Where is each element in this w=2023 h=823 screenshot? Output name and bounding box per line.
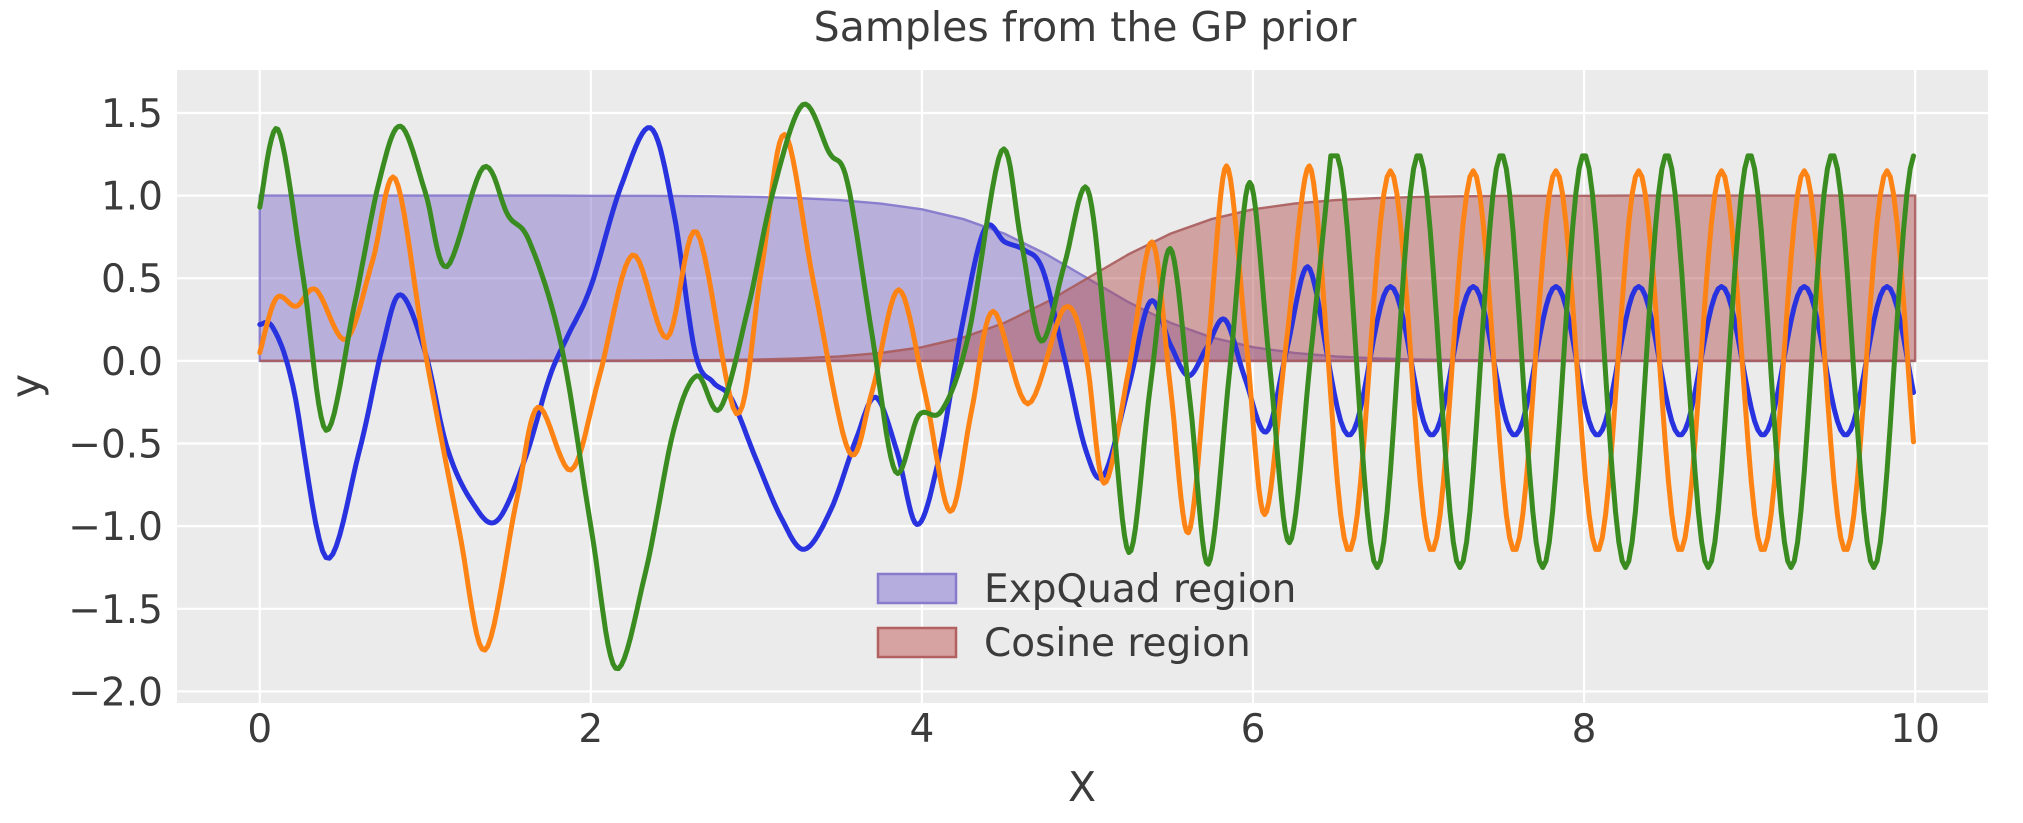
- legend: ExpQuad region Cosine region: [876, 567, 1296, 666]
- y-axis-label: y: [2, 374, 50, 398]
- x-tick-label: 10: [1890, 707, 1940, 752]
- sample-curve-orange: [257, 132, 1916, 653]
- cosine-region-area: [259, 194, 1917, 363]
- cosine-swatch: [876, 626, 958, 659]
- sample-curve-green: [257, 101, 1916, 672]
- legend-item-expquad: ExpQuad region: [876, 567, 1296, 612]
- x-tick-label: 6: [1241, 707, 1266, 752]
- gp-sample-curves: [257, 101, 1916, 672]
- y-tick-label: 1.5: [101, 92, 163, 137]
- y-tick-label: 0.5: [101, 257, 163, 302]
- x-axis-label: X: [1068, 763, 1096, 811]
- chart-title: Samples from the GP prior: [814, 3, 1357, 51]
- legend-label-expquad: ExpQuad region: [984, 567, 1296, 612]
- expquad-swatch: [876, 572, 958, 605]
- y-tick-label: −0.5: [68, 423, 163, 468]
- x-tick-label: 8: [1572, 707, 1597, 752]
- x-tick-label: 4: [910, 707, 935, 752]
- y-tick-labels: 1.5 1.0 0.5 0.0 −0.5 −1.0 −1.5 −2.0: [68, 92, 163, 715]
- y-tick-label: −1.5: [68, 588, 163, 633]
- x-tick-label: 0: [247, 707, 272, 752]
- legend-label-cosine: Cosine region: [984, 621, 1251, 666]
- y-tick-label: −1.0: [68, 505, 163, 550]
- legend-item-cosine: Cosine region: [876, 621, 1251, 666]
- y-tick-label: 0.0: [101, 340, 163, 385]
- y-tick-label: −2.0: [68, 670, 163, 715]
- y-tick-label: 1.0: [101, 175, 163, 220]
- x-tick-labels: 0 2 4 6 8 10: [247, 707, 1940, 752]
- x-tick-label: 2: [578, 707, 603, 752]
